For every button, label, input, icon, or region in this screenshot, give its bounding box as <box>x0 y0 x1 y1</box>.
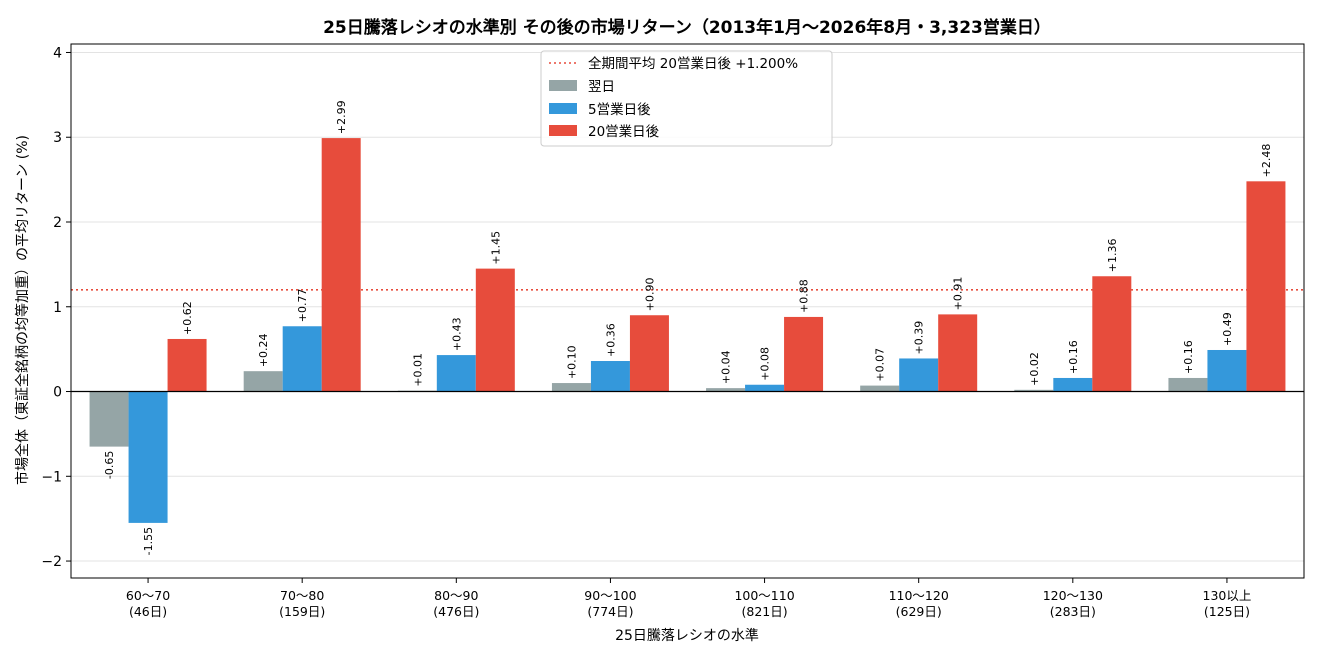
legend: 全期間平均 20営業日後 +1.200% 翌日 5営業日後 20営業日後 <box>540 50 833 147</box>
bar-20-day <box>1246 181 1286 392</box>
x-tick-label-days: (476日) <box>433 604 479 619</box>
x-tick-label-range: 100～110 <box>734 588 794 603</box>
legend-label-next-day: 翌日 <box>588 79 615 95</box>
x-tick-label-range: 110～120 <box>889 588 949 603</box>
x-tick-label-days: (159日) <box>279 604 325 619</box>
bars <box>89 138 1286 523</box>
data-label-next-day: -0.65 <box>103 451 116 479</box>
chart-title: 25日騰落レシオの水準別 その後の市場リターン（2013年1月～2026年8月・… <box>323 17 1051 38</box>
data-label-5-day: +0.43 <box>450 317 463 351</box>
data-label-20-day: +1.45 <box>489 231 502 265</box>
x-axis-label: 25日騰落レシオの水準 <box>615 627 759 644</box>
plot-frame <box>70 43 1305 579</box>
data-label-20-day: +2.99 <box>335 100 348 134</box>
bar-5-day <box>436 355 476 392</box>
bar-5-day <box>899 358 939 392</box>
bar-20-day <box>938 314 978 392</box>
bar-20-day <box>321 138 361 392</box>
x-tick-label-range: 90～100 <box>584 588 636 603</box>
y-tick-label: 1 <box>53 300 62 316</box>
bar-next-day <box>860 385 900 392</box>
legend-label-reference: 全期間平均 20営業日後 +1.200% <box>588 55 798 72</box>
x-tick-label-range: 70～80 <box>280 588 324 603</box>
bar-next-day <box>89 391 129 447</box>
x-tick-label-range: 80～90 <box>434 588 478 603</box>
x-tick-label-days: (629日) <box>896 604 942 619</box>
data-label-20-day: +0.62 <box>181 301 194 335</box>
data-label-20-day: +0.90 <box>643 278 656 312</box>
bar-next-day <box>243 371 283 392</box>
data-label-next-day: +0.01 <box>411 353 424 387</box>
bar-5-day <box>128 391 168 523</box>
bar-20-day <box>167 338 207 392</box>
data-label-20-day: +0.88 <box>798 279 811 313</box>
data-label-next-day: +0.10 <box>565 345 578 379</box>
bar-5-day <box>1053 377 1093 392</box>
bar-next-day <box>1014 389 1054 392</box>
bar-20-day <box>629 315 669 392</box>
y-tick-label: 4 <box>53 45 62 61</box>
data-label-5-day: +0.39 <box>913 321 926 355</box>
data-label-20-day: +0.91 <box>952 277 965 311</box>
bar-next-day <box>1168 377 1208 392</box>
y-tick-label: 3 <box>53 130 62 146</box>
bar-next-day <box>706 388 746 392</box>
data-label-next-day: +0.07 <box>874 348 887 382</box>
data-label-next-day: +0.04 <box>720 350 733 384</box>
x-tick-label-days: (125日) <box>1204 604 1250 619</box>
x-tick-label-range: 120～130 <box>1043 588 1103 603</box>
data-label-20-day: +2.48 <box>1260 144 1273 178</box>
data-label-next-day: +0.02 <box>1028 352 1041 386</box>
bar-20-day <box>475 268 515 392</box>
x-tick-label-days: (774日) <box>587 604 633 619</box>
bar-next-day <box>551 383 591 392</box>
x-tick-label-range: 60～70 <box>126 588 170 603</box>
bar-5-day <box>745 384 785 392</box>
y-tick-label: −2 <box>41 554 62 570</box>
data-label-next-day: +0.24 <box>257 333 270 367</box>
x-axis-ticks: 60～70(46日) 70～80(159日) 80～90(476日) 90～100(7… <box>126 578 1251 619</box>
bar-5-day <box>1207 349 1247 392</box>
legend-label-20-day: 20営業日後 <box>588 124 660 140</box>
y-axis-ticks: −2 −1 0 1 2 3 4 <box>41 45 71 570</box>
x-tick-label-days: (283日) <box>1050 604 1096 619</box>
data-label-20-day: +1.36 <box>1106 239 1119 273</box>
bar-20-day <box>784 316 824 392</box>
x-tick-label-days: (46日) <box>129 604 167 619</box>
bar-20-day <box>1092 276 1132 392</box>
data-label-5-day: +0.77 <box>296 289 309 323</box>
data-label-5-day: +0.16 <box>1067 340 1080 374</box>
data-labels: -0.65 +0.24 +0.01 +0.10 +0.04 +0.07 +0.02 +0.16… <box>103 100 1273 555</box>
x-tick-label-days: (821日) <box>742 604 788 619</box>
bar-5-day <box>590 361 630 392</box>
y-tick-label: −1 <box>41 469 62 485</box>
y-tick-label: 0 <box>53 385 62 401</box>
bar-5-day <box>282 326 322 392</box>
data-label-next-day: +0.16 <box>1182 340 1195 374</box>
y-axis-label: 市場全体（東証全銘柄の均等加重）の平均リターン (%) <box>14 135 31 485</box>
x-tick-label-range: 130以上 <box>1203 588 1252 603</box>
data-label-5-day: +0.49 <box>1221 312 1234 346</box>
legend-box <box>540 50 833 147</box>
data-label-5-day: +0.36 <box>604 323 617 357</box>
legend-swatch-20-day <box>549 125 577 136</box>
legend-label-5-day: 5営業日後 <box>588 102 651 118</box>
y-tick-label: 2 <box>53 215 62 231</box>
legend-swatch-next-day <box>549 80 577 91</box>
data-label-5-day: -1.55 <box>142 527 155 555</box>
data-label-5-day: +0.08 <box>759 347 772 381</box>
legend-swatch-5-day <box>549 103 577 114</box>
